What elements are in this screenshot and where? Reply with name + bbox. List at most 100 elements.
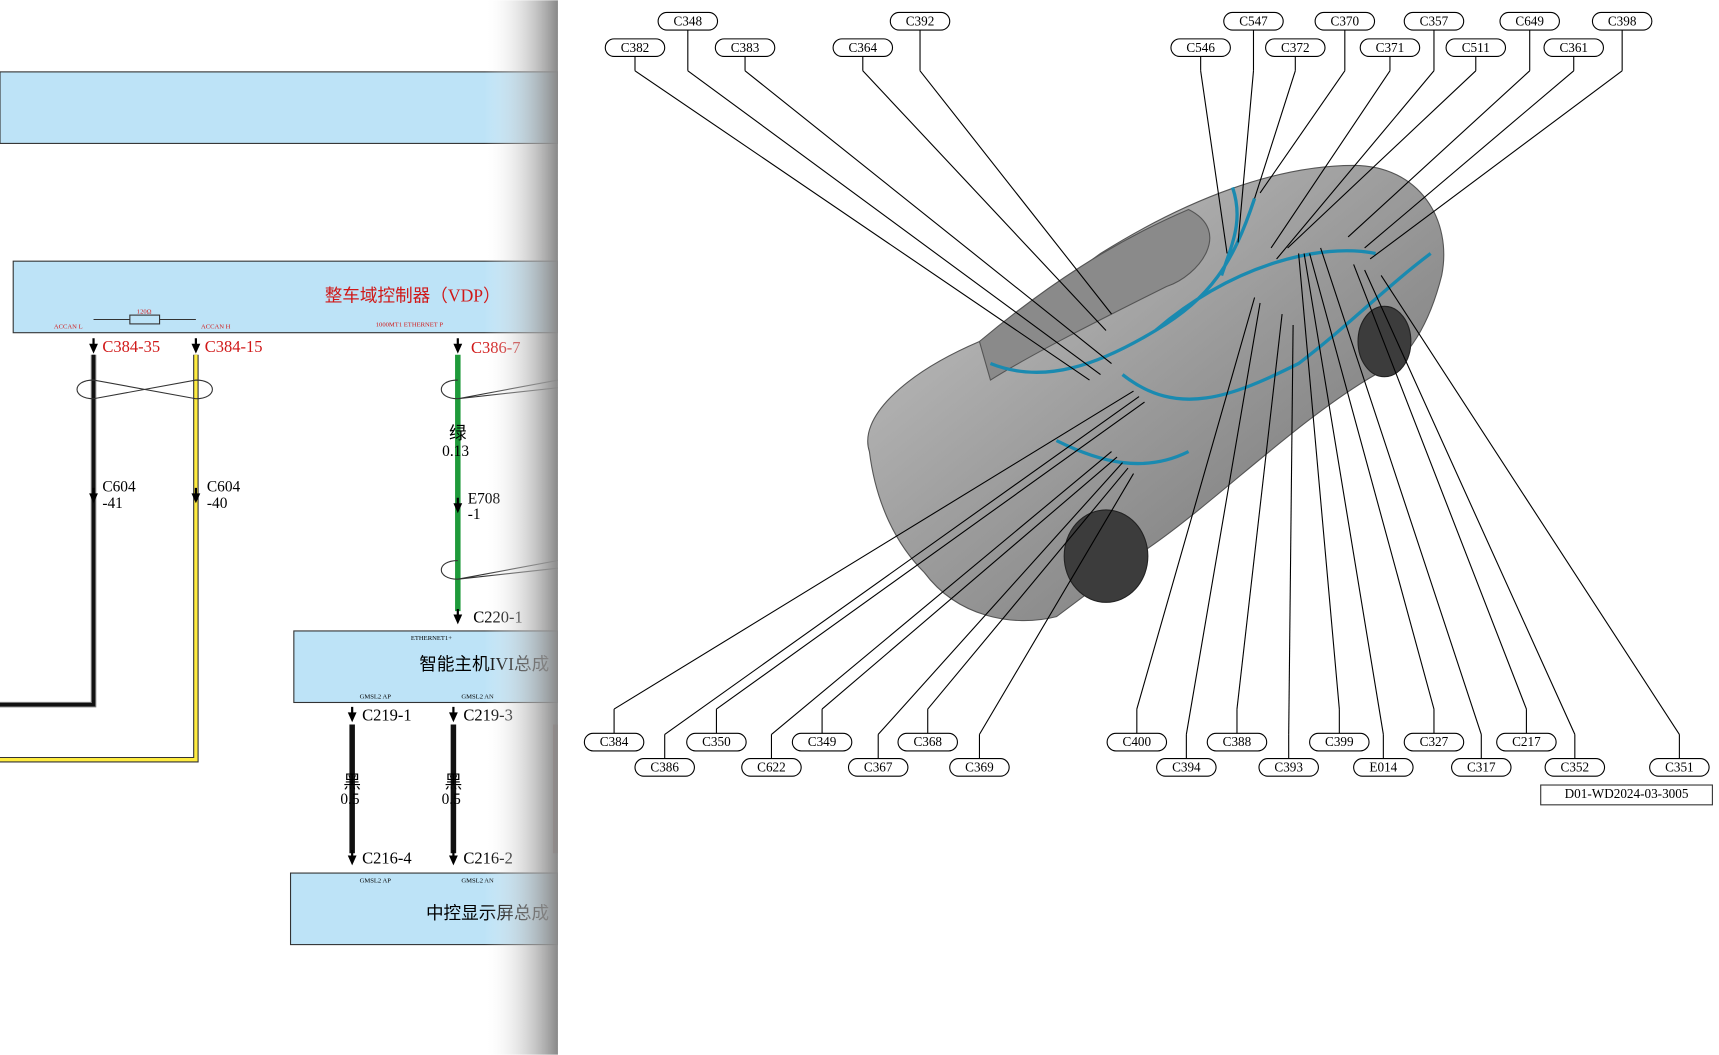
wire: [0, 354, 96, 707]
callout-box: [949, 758, 1010, 777]
twist-symbol: [76, 379, 213, 400]
callout-label: C386: [650, 760, 679, 775]
callout-box: [741, 758, 802, 777]
callout-box: [1649, 758, 1710, 777]
callout-label: C511: [1462, 40, 1490, 55]
callout-box: [1265, 38, 1326, 58]
callout-box: [1591, 11, 1653, 31]
wheel: [1063, 509, 1149, 603]
callout-box: [1451, 758, 1512, 777]
schematic-label: GMSL2 AP: [360, 877, 392, 884]
leader-line: [771, 451, 1112, 735]
wire: [0, 354, 97, 708]
leader-line: [919, 70, 1112, 315]
callout-box: [897, 732, 958, 752]
wire-harness: [989, 186, 1432, 466]
callout-box: [1496, 732, 1557, 752]
callouts: C348 C392 C547 C370 C357 C649 C398 C382 C383 C364…: [583, 11, 1710, 777]
leader-line: [1259, 70, 1346, 194]
drawing-number-box: [1540, 784, 1713, 806]
leader-line: [1347, 70, 1531, 238]
leader-line: [744, 70, 1112, 364]
leader-line: [1298, 253, 1340, 710]
leader-line: [1237, 70, 1255, 243]
leader-line: [1309, 253, 1435, 710]
callout-label: C361: [1559, 40, 1588, 55]
leader-line: [687, 70, 1101, 375]
schematic-label: ETHERNET1+: [411, 635, 452, 642]
connector-pins: [89, 338, 463, 866]
leader-line: [716, 401, 1145, 710]
callout-label: C388: [1223, 734, 1252, 749]
callout-label: C364: [849, 40, 878, 55]
schematic-label: 0.13: [442, 443, 469, 460]
callout-label: C649: [1515, 13, 1544, 28]
leader-line: [1353, 264, 1527, 710]
callout-label: C369: [965, 760, 994, 775]
callout-box: [1403, 11, 1465, 31]
schematic-label: ACCAN L: [54, 324, 83, 331]
callout-label: C398: [1608, 13, 1637, 28]
connector-pin: [449, 706, 458, 723]
callout-box: [1309, 732, 1370, 752]
callout-label: C348: [674, 13, 703, 28]
schematic-label: -40: [207, 495, 228, 512]
schematic-label: GMSL2 AN: [461, 693, 494, 700]
car-drawing: [867, 164, 1445, 622]
callout-box: [686, 732, 747, 752]
leader-line: [634, 70, 1090, 381]
connector-pin: [347, 849, 357, 866]
connector-pin: [191, 338, 201, 354]
leader-line: [1364, 70, 1575, 249]
schematic-label: 1000MT1 ETHERNET P: [376, 322, 444, 329]
schematic-label: 0.5: [340, 791, 360, 808]
connector-pin: [449, 849, 458, 866]
connector-pin: [89, 487, 98, 504]
leader-line: [877, 462, 1123, 735]
connector-pin: [453, 338, 463, 354]
callout-label: C622: [757, 760, 786, 775]
callout-box: [1445, 38, 1507, 58]
callout-box: [1223, 11, 1284, 31]
leader-line: [1369, 70, 1623, 260]
callout-label: C382: [621, 40, 650, 55]
callout-box: [1106, 732, 1168, 752]
callout-label: C393: [1274, 760, 1303, 775]
callout-box: [1353, 758, 1414, 777]
callout-box: [634, 758, 695, 777]
connector-pin: [89, 338, 98, 354]
callout-box: [604, 38, 666, 58]
schematic-label: C604: [207, 478, 241, 495]
leader-line: [1287, 70, 1477, 249]
callout-box: [1206, 732, 1268, 752]
callout-box: [714, 38, 776, 58]
module-box: [0, 71, 559, 144]
wire: [0, 354, 198, 762]
schematic-label: -41: [102, 495, 123, 512]
callout-box: [889, 11, 951, 31]
connector-pin: [347, 706, 357, 723]
callout-label: C351: [1665, 760, 1694, 775]
schematic-label: C604: [102, 478, 136, 495]
leader-line: [1270, 70, 1391, 249]
leader-line: [927, 467, 1129, 710]
callout-label: C357: [1420, 13, 1449, 28]
schematic-label: C384-15: [205, 337, 263, 356]
leader-line: [1136, 297, 1256, 710]
callout-label: C383: [731, 40, 760, 55]
schematic-label: GMSL2 AP: [360, 693, 392, 700]
callout-box: [1156, 758, 1217, 777]
callout-label: E014: [1369, 760, 1397, 775]
connector-pin: [453, 497, 463, 514]
callout-label: C372: [1281, 40, 1310, 55]
schematic-label: C219-1: [362, 706, 412, 725]
leader-line: [1254, 70, 1296, 199]
callout-box: [832, 38, 894, 58]
callout-box: [1258, 758, 1319, 777]
page-shadow: [484, 0, 558, 1055]
schematic-label: 120Ω: [137, 308, 152, 315]
leader-line: [1288, 324, 1294, 735]
leader-line: [1200, 70, 1228, 254]
callout-box: [1314, 11, 1376, 31]
callout-box: [1499, 11, 1560, 31]
